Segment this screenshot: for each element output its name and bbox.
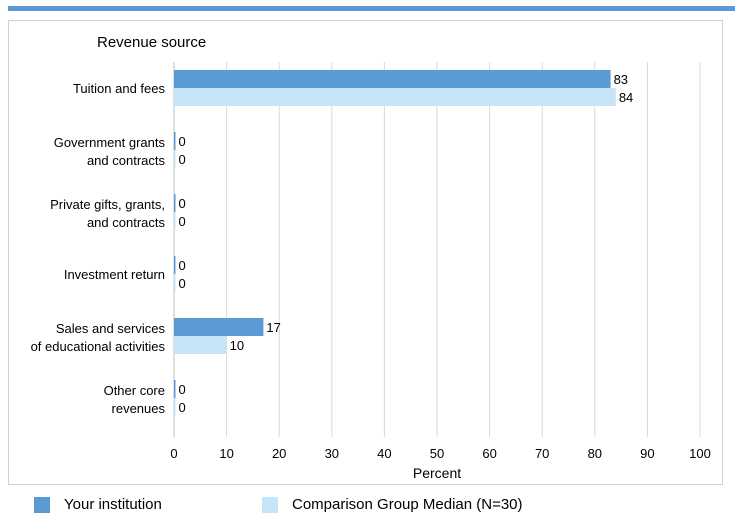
x-tick-label: 60 <box>482 446 496 461</box>
x-tick-label: 90 <box>640 446 654 461</box>
data-label: 0 <box>179 214 186 229</box>
data-label: 0 <box>179 276 186 291</box>
chart-frame <box>8 20 723 485</box>
x-tick-label: 0 <box>170 446 177 461</box>
category-label: Other core <box>104 383 165 398</box>
legend-label-comparison-group: Comparison Group Median (N=30) <box>292 496 523 513</box>
x-tick-label: 40 <box>377 446 391 461</box>
category-label: Tuition and fees <box>73 81 166 96</box>
bar <box>174 70 611 88</box>
category-label: Sales and services <box>56 321 166 336</box>
category-label: and contracts <box>87 215 166 230</box>
data-label: 10 <box>230 338 244 353</box>
data-label: 17 <box>266 320 280 335</box>
category-label: Investment return <box>64 267 165 282</box>
legend-swatch-your-institution <box>34 496 50 513</box>
data-label: 0 <box>179 258 186 273</box>
x-tick-label: 20 <box>272 446 286 461</box>
chart-legend: Your institution Comparison Group Median… <box>8 488 735 518</box>
x-tick-label: 100 <box>689 446 711 461</box>
legend-swatch-comparison-group <box>262 496 278 513</box>
data-label: 0 <box>179 152 186 167</box>
bar <box>174 88 616 106</box>
bar <box>174 132 176 150</box>
data-label: 0 <box>179 382 186 397</box>
x-tick-label: 30 <box>325 446 339 461</box>
bar <box>174 256 176 274</box>
data-label: 0 <box>179 134 186 149</box>
bar <box>174 318 264 336</box>
legend-item-your-institution: Your institution <box>34 496 162 513</box>
x-tick-label: 50 <box>430 446 444 461</box>
chart-title: Revenue source <box>97 34 206 51</box>
x-tick-label: 10 <box>219 446 233 461</box>
data-label: 0 <box>179 400 186 415</box>
bar <box>174 398 176 416</box>
category-label: Private gifts, grants, <box>50 197 165 212</box>
category-label: revenues <box>112 401 166 416</box>
bar <box>174 336 227 354</box>
category-label: and contracts <box>87 153 166 168</box>
legend-item-comparison-group: Comparison Group Median (N=30) <box>262 496 523 513</box>
x-tick-label: 70 <box>535 446 549 461</box>
header-accent-bar <box>8 6 735 11</box>
data-label: 84 <box>619 90 633 105</box>
bar <box>174 274 176 292</box>
legend-label-your-institution: Your institution <box>64 496 162 513</box>
x-tick-label: 80 <box>588 446 602 461</box>
category-label: of educational activities <box>31 339 166 354</box>
category-label: Government grants <box>54 135 166 150</box>
data-label: 83 <box>614 72 628 87</box>
bar <box>174 194 176 212</box>
x-axis-label: Percent <box>413 465 461 481</box>
bar <box>174 212 176 230</box>
data-label: 0 <box>179 196 186 211</box>
bar <box>174 380 176 398</box>
bar <box>174 150 176 168</box>
